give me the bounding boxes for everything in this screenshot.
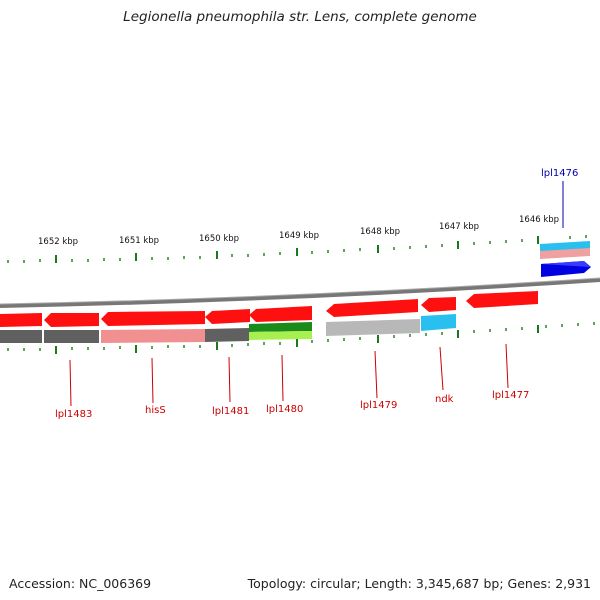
label-lpl1483[interactable]: lpl1483	[55, 409, 92, 420]
label-lpl1476[interactable]: lpl1476	[541, 168, 578, 179]
genome-summary-text: Topology: circular; Length: 3,345,687 bp…	[247, 576, 591, 591]
lower-major-ticks	[55, 325, 539, 354]
tick-label-1646: 1646 kbp	[519, 215, 559, 225]
label-hisS[interactable]: hisS	[145, 405, 166, 416]
genome-backbone-highlight	[0, 277, 600, 305]
label-ndk[interactable]: ndk	[435, 394, 454, 405]
map-title: Legionella pneumophila str. Lens, comple…	[123, 9, 477, 25]
label-lpl1480[interactable]: lpl1480	[266, 404, 303, 415]
tick-label-1648: 1648 kbp	[360, 227, 400, 237]
gene-lpl1476[interactable]	[540, 241, 591, 277]
tick-label-1652: 1652 kbp	[38, 237, 78, 247]
tick-label-1650: 1650 kbp	[199, 234, 239, 244]
tick-label-1647: 1647 kbp	[439, 222, 479, 232]
genome-backbone	[0, 278, 600, 308]
tick-label-1651: 1651 kbp	[119, 236, 159, 246]
accession-text: Accession: NC_006369	[9, 576, 152, 591]
gene-lpl1480-arrow[interactable]	[249, 306, 312, 322]
tick-label-1649: 1649 kbp	[279, 231, 319, 241]
reverse-genes	[0, 291, 538, 327]
gene-lpl1481-arrow[interactable]	[205, 309, 250, 324]
label-connectors	[69, 181, 564, 407]
gene-lpl1477-arrow[interactable]	[466, 291, 538, 308]
label-lpl1477[interactable]: lpl1477	[492, 390, 529, 401]
upper-tick-row	[7, 235, 587, 263]
gene-ndk-arrow[interactable]	[421, 297, 456, 312]
lower-tick-row	[7, 322, 595, 351]
label-lpl1479[interactable]: lpl1479	[360, 400, 397, 411]
major-tick-row	[55, 236, 539, 263]
gene-hisS-arrow[interactable]	[101, 311, 205, 326]
gene-lpl1479-arrow[interactable]	[326, 299, 418, 317]
feature-bars	[0, 314, 456, 343]
gene-lpl1483-arrow[interactable]	[44, 313, 99, 327]
label-lpl1481[interactable]: lpl1481	[212, 406, 249, 417]
gene-partial-left-arrow[interactable]	[0, 313, 42, 327]
